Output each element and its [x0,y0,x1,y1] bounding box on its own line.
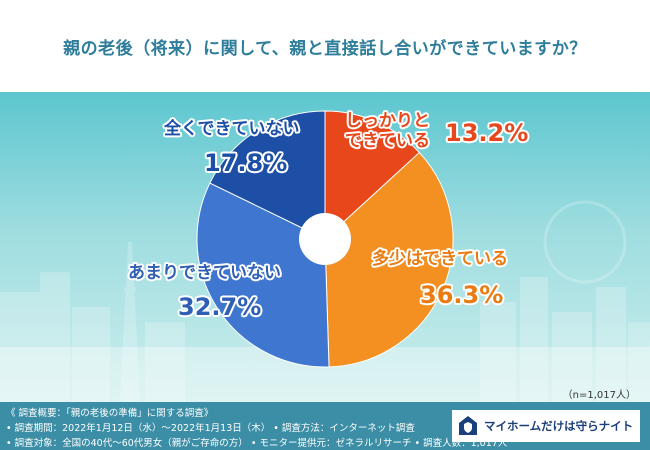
slice-label-shikkari: しっかりと できている [345,111,430,151]
slice-label-amari: あまりできていない [128,263,281,283]
chart-title: 親の老後（将来）に関して、親と直接話し合いができていますか？ [63,38,587,59]
title-bar: 親の老後（将来）に関して、親と直接話し合いができていますか？ [0,0,650,92]
footer: 《 調査概要：「親の老後の準備」に関する調査》 • 調査期間：2022年1月12… [0,402,650,450]
slice-amari [196,182,330,368]
slice-value-shikkari: 13.2% [445,119,529,147]
slice-label-mattaku: 全くできていない [164,119,300,139]
donut-hole [299,213,351,265]
footer-survey-period: • 調査期間：2022年1月12日（水）～2022年1月13日（木） • 調査方… [6,423,415,434]
slice-label-tashou: 多少はできている [372,249,508,269]
house-shield-icon [459,416,477,435]
logo: マイホームだけは守らナイト [452,410,640,442]
sample-size-note: （n=1,017人） [562,390,636,401]
slice-mattaku [209,110,326,240]
slice-value-tashou: 36.3% [420,281,504,309]
slice-value-mattaku: 17.8% [204,149,288,177]
chart-area: しっかりと できている 13.2% 多少はできている 36.3% あまりできてい… [0,92,650,402]
pie-chart [196,110,454,368]
logo-text: マイホームだけは守らナイト [484,419,634,433]
slice-value-amari: 32.7% [178,293,262,321]
slice-tashou [324,151,454,368]
footer-survey-target: • 調査対象：全国の40代～60代男女（親がご存命の方） • モニター提供元：ゼ… [6,438,508,449]
slice-shikkari [324,110,421,241]
footer-survey-title: 《 調査概要：「親の老後の準備」に関する調査》 [6,408,214,419]
